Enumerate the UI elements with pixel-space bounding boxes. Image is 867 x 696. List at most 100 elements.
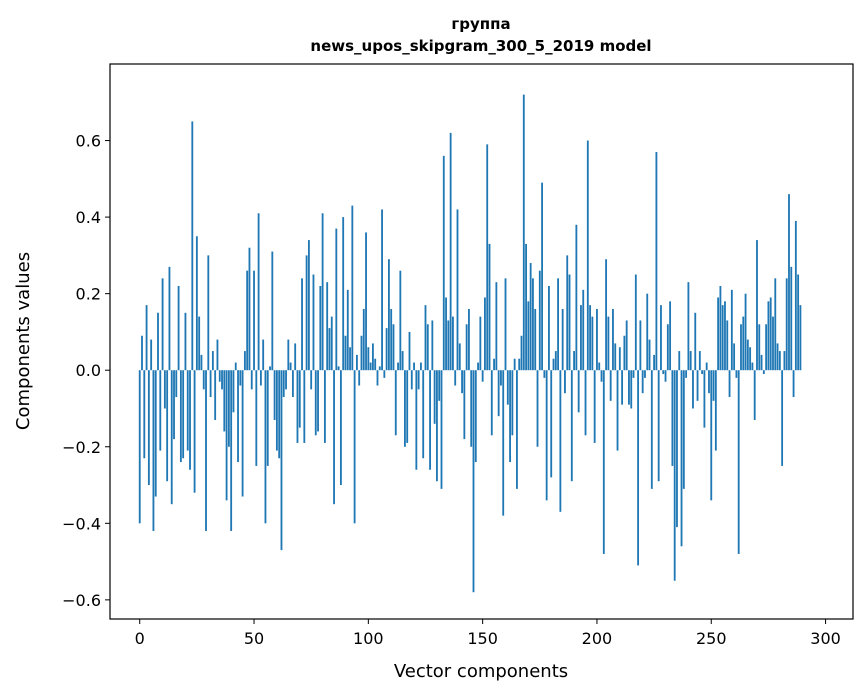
bar bbox=[685, 370, 688, 378]
bar bbox=[474, 370, 477, 463]
bar bbox=[218, 370, 221, 382]
bar bbox=[189, 370, 191, 470]
bar bbox=[278, 370, 281, 459]
bar bbox=[660, 305, 662, 371]
bar bbox=[600, 370, 603, 382]
bar bbox=[751, 362, 754, 371]
bar bbox=[548, 286, 550, 371]
bar bbox=[397, 362, 399, 371]
y-axis-ticks: −0.6 −0.4 −0.2 0.0 0.2 0.4 0.6 bbox=[62, 132, 110, 610]
bar bbox=[577, 370, 580, 413]
bar bbox=[618, 347, 621, 371]
bar bbox=[728, 370, 731, 397]
bar bbox=[479, 316, 482, 371]
bar bbox=[358, 370, 361, 386]
bar bbox=[209, 370, 212, 397]
bar bbox=[344, 335, 347, 371]
bar bbox=[255, 370, 258, 466]
bar bbox=[678, 351, 681, 371]
bar bbox=[522, 94, 525, 371]
bar bbox=[680, 370, 683, 547]
bar bbox=[740, 324, 742, 371]
bar bbox=[246, 270, 249, 371]
bar bbox=[328, 328, 331, 371]
bar bbox=[307, 240, 310, 371]
bar bbox=[717, 297, 720, 371]
x-tick-label: 0 bbox=[135, 629, 145, 648]
bar bbox=[758, 324, 761, 371]
bar bbox=[788, 194, 790, 371]
bar bbox=[500, 370, 502, 386]
bar bbox=[525, 243, 527, 371]
bar bbox=[388, 259, 390, 371]
bar bbox=[648, 339, 651, 371]
bar bbox=[509, 370, 511, 463]
bar bbox=[166, 370, 169, 482]
bar bbox=[408, 331, 411, 371]
bar bbox=[431, 320, 434, 371]
bar bbox=[433, 370, 436, 424]
bar bbox=[436, 370, 438, 482]
bar bbox=[486, 144, 489, 371]
bar bbox=[230, 370, 233, 531]
bar bbox=[783, 351, 786, 371]
bar bbox=[767, 301, 770, 371]
bar bbox=[410, 370, 413, 390]
bar bbox=[303, 370, 306, 443]
y-tick-label: −0.6 bbox=[62, 591, 101, 610]
bar bbox=[714, 370, 717, 451]
bar bbox=[193, 370, 196, 493]
bar bbox=[211, 351, 214, 371]
y-tick-label: −0.4 bbox=[62, 514, 101, 533]
bar bbox=[296, 370, 299, 443]
bar bbox=[529, 263, 532, 371]
bar bbox=[371, 343, 374, 371]
bar bbox=[401, 351, 404, 371]
bar bbox=[257, 213, 260, 371]
bar bbox=[536, 370, 539, 447]
bar bbox=[250, 370, 253, 390]
bar bbox=[465, 324, 468, 371]
bar bbox=[168, 266, 171, 371]
bar bbox=[477, 362, 479, 371]
bar bbox=[753, 370, 756, 420]
bar bbox=[195, 236, 198, 371]
bar bbox=[698, 351, 701, 371]
bar bbox=[264, 370, 267, 524]
bar bbox=[342, 217, 345, 371]
bar bbox=[312, 274, 315, 371]
bar bbox=[550, 370, 553, 478]
bar bbox=[769, 297, 772, 371]
bar bbox=[438, 370, 441, 401]
bar bbox=[442, 155, 445, 371]
x-tick-label: 250 bbox=[696, 629, 727, 648]
bar bbox=[275, 370, 278, 451]
bar bbox=[724, 301, 726, 371]
bar bbox=[721, 305, 724, 371]
bar bbox=[534, 308, 537, 371]
bar bbox=[234, 362, 237, 371]
bar bbox=[262, 339, 265, 371]
bar bbox=[154, 370, 157, 497]
bar bbox=[639, 320, 642, 371]
bar bbox=[602, 370, 605, 554]
bar bbox=[621, 370, 624, 405]
bar bbox=[225, 370, 228, 501]
bar bbox=[184, 312, 187, 371]
bar bbox=[527, 301, 530, 371]
bar bbox=[484, 297, 486, 371]
bar bbox=[586, 140, 589, 371]
bar bbox=[797, 274, 800, 371]
x-tick-label: 200 bbox=[582, 629, 613, 648]
bar bbox=[513, 358, 516, 371]
bar bbox=[406, 370, 409, 443]
bar bbox=[632, 370, 635, 378]
bar bbox=[614, 343, 617, 371]
bar bbox=[792, 370, 795, 397]
bar bbox=[351, 205, 354, 371]
bar bbox=[568, 274, 571, 371]
x-axis-ticks: 0 50 100 150 200 250 300 bbox=[135, 619, 841, 648]
bar bbox=[726, 320, 729, 371]
bar bbox=[516, 370, 518, 489]
